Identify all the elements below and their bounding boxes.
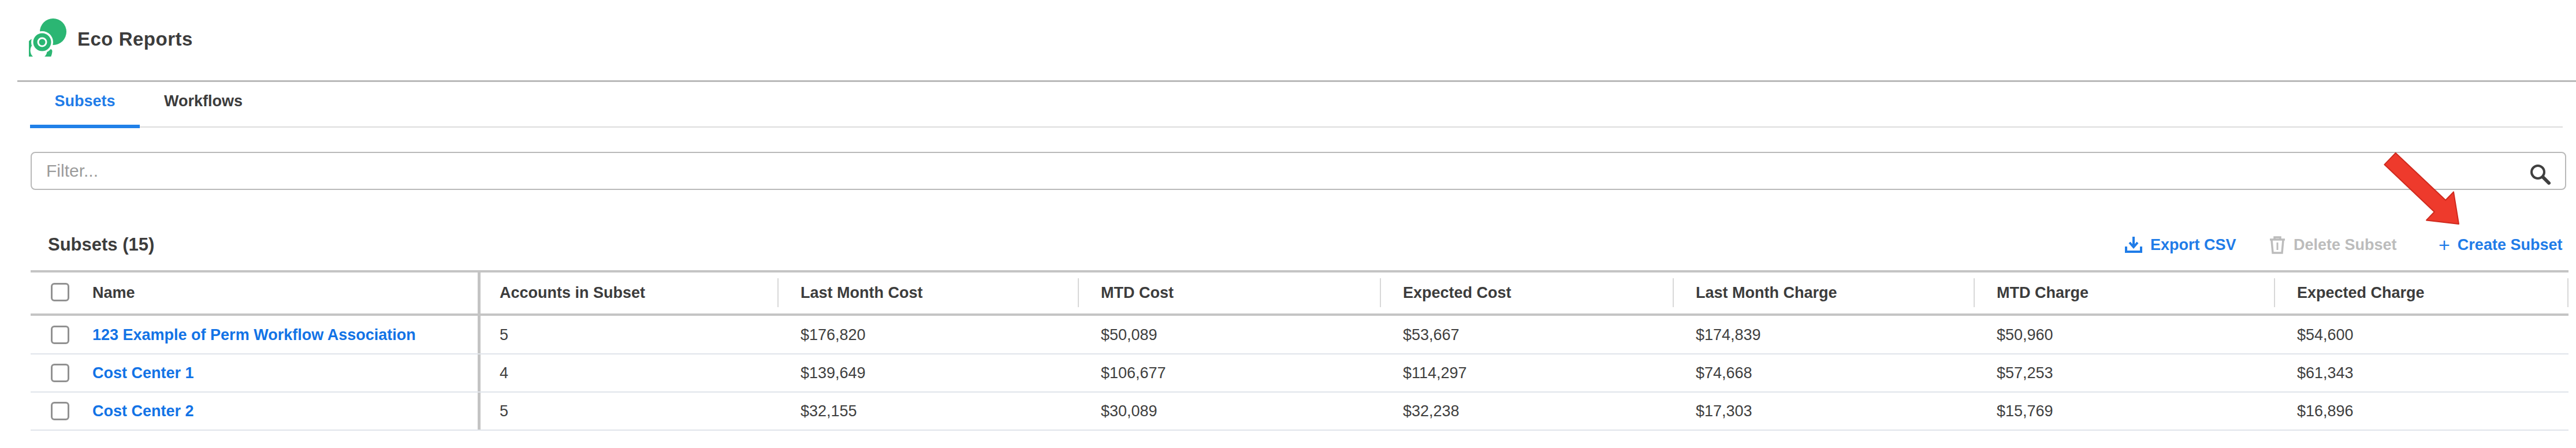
subset-name-link[interactable]: 123 Example of Perm Workflow Association [92, 326, 416, 344]
mtd-cost-cell: $30,089 [1101, 402, 1157, 420]
row-checkbox[interactable] [51, 402, 69, 420]
mtd-cost-cell: $50,089 [1101, 326, 1157, 344]
expected-charge-cell: $54,600 [2297, 326, 2354, 344]
column-header-last-month-charge: Last Month Charge [1696, 284, 1837, 302]
row-divider [31, 430, 2568, 431]
page-title: Eco Reports [77, 28, 193, 50]
delete-subset-button[interactable]: Delete Subset [2269, 233, 2397, 257]
subset-name-link[interactable]: Cost Center 2 [92, 402, 194, 420]
table-row: 123 Example of Perm Workflow Association… [0, 316, 2576, 354]
expected-cost-cell: $114,297 [1403, 364, 1467, 382]
create-subset-button[interactable]: + Create Subset [2439, 233, 2562, 257]
column-header-accounts-in-subset: Accounts in Subset [500, 284, 645, 302]
mtd-charge-cell: $50,960 [1997, 326, 2053, 344]
mtd-charge-cell: $57,253 [1997, 364, 2053, 382]
expected-charge-cell: $61,343 [2297, 364, 2354, 382]
last-month-charge-cell: $74,668 [1696, 364, 1752, 382]
eco-logo [29, 18, 67, 57]
active-tab-indicator [30, 125, 140, 128]
expected-cost-cell: $32,238 [1403, 402, 1460, 420]
subsets-count-heading: Subsets (15) [48, 234, 154, 255]
search-icon[interactable] [2529, 163, 2552, 186]
delete-subset-label: Delete Subset [2294, 236, 2397, 254]
expected-charge-cell: $16,896 [2297, 402, 2354, 420]
filter-input[interactable] [31, 152, 2566, 190]
mtd-cost-cell: $106,677 [1101, 364, 1166, 382]
table-row: Cost Center 2 5 $32,155 $30,089 $32,238 … [0, 392, 2576, 430]
eco-reports-page: Eco Reports Subsets Workflows Subsets (1… [0, 0, 2576, 448]
column-divider-tick [2567, 278, 2568, 307]
column-header-expected-cost: Expected Cost [1403, 284, 1512, 302]
tabs-baseline [30, 126, 2563, 128]
column-divider-tick [777, 278, 779, 307]
download-icon [2124, 235, 2143, 255]
create-subset-label: Create Subset [2458, 236, 2563, 254]
last-month-cost-cell: $32,155 [801, 402, 857, 420]
trash-icon [2269, 235, 2286, 255]
table-row: Cost Center 1 4 $139,649 $106,677 $114,2… [0, 354, 2576, 392]
column-divider-tick [1078, 278, 1079, 307]
column-header-expected-charge: Expected Charge [2297, 284, 2425, 302]
mtd-charge-cell: $15,769 [1997, 402, 2053, 420]
last-month-charge-cell: $174,839 [1696, 326, 1761, 344]
tab-workflows[interactable]: Workflows [151, 92, 255, 115]
table-top-border [31, 270, 2568, 272]
accounts-in-subset-cell: 5 [500, 402, 508, 420]
row-checkbox[interactable] [51, 326, 69, 344]
export-csv-button[interactable]: Export CSV [2124, 233, 2236, 257]
accounts-in-subset-cell: 4 [500, 364, 508, 382]
last-month-cost-cell: $139,649 [801, 364, 866, 382]
expected-cost-cell: $53,667 [1403, 326, 1460, 344]
tab-subsets[interactable]: Subsets [30, 92, 140, 115]
column-divider-tick [2274, 278, 2275, 307]
column-header-mtd-charge: MTD Charge [1997, 284, 2089, 302]
row-checkbox[interactable] [51, 364, 69, 382]
column-header-name: Name [92, 284, 135, 302]
column-divider-tick [1380, 278, 1381, 307]
plus-icon: + [2439, 235, 2450, 255]
subset-name-link[interactable]: Cost Center 1 [92, 364, 194, 382]
accounts-in-subset-cell: 5 [500, 326, 508, 344]
column-divider-tick [1673, 278, 1674, 307]
column-header-last-month-cost: Last Month Cost [801, 284, 922, 302]
last-month-charge-cell: $17,303 [1696, 402, 1752, 420]
last-month-cost-cell: $176,820 [801, 326, 866, 344]
header-divider [17, 80, 2576, 82]
column-divider-tick [1974, 278, 1975, 307]
select-all-checkbox[interactable] [51, 283, 69, 301]
export-csv-label: Export CSV [2150, 236, 2236, 254]
column-header-mtd-cost: MTD Cost [1101, 284, 1174, 302]
